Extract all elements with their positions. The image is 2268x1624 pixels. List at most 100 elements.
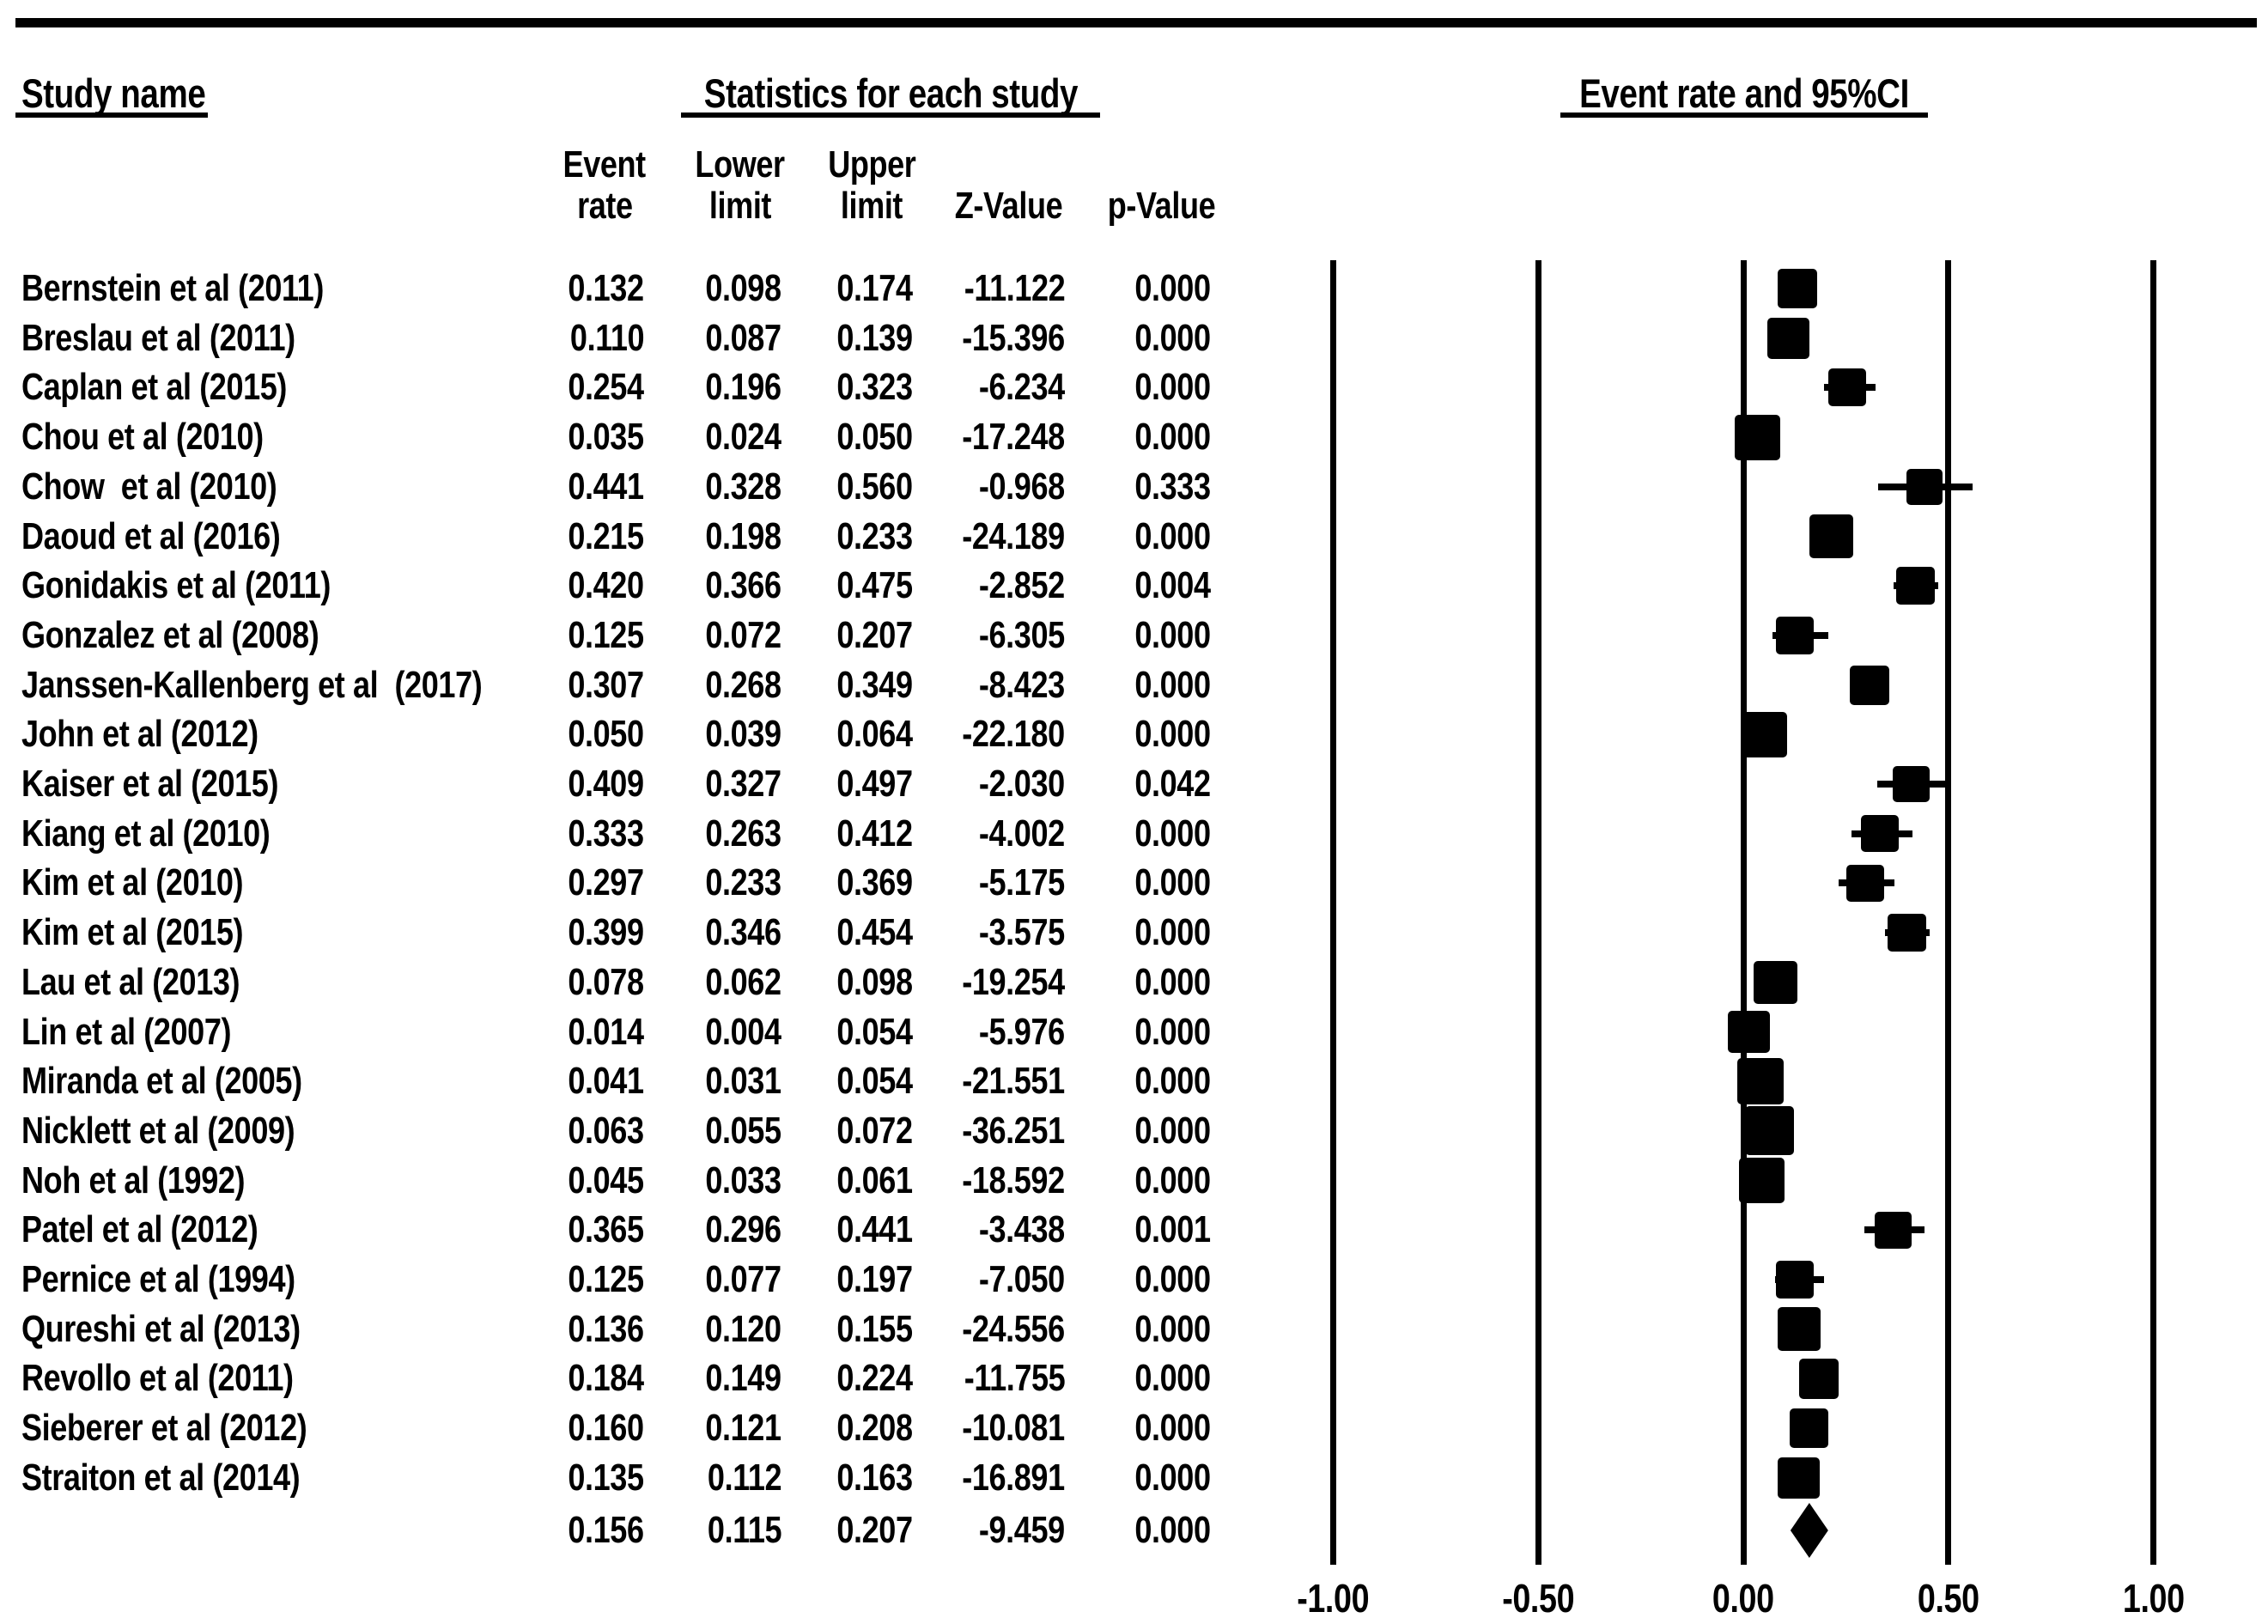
stat-lower-limit-text: 0.087 [705,317,782,359]
study-name-header: Study name [21,72,537,115]
effect-square [1735,414,1781,460]
stat-p-value-text: 0.000 [1134,961,1212,1003]
effect-square [1896,566,1935,605]
stat-upper-limit: 0.050 [690,416,914,458]
stat-lower-limit-text: 0.327 [705,763,782,805]
stat-z-value: -9.459 [842,1510,1065,1551]
stat-upper-limit-text: 0.050 [836,416,914,458]
x-axis-tick-label-text: 1.00 [2122,1576,2185,1621]
stat-lower-limit: 0.327 [558,763,782,805]
stat-event-rate: 0.035 [421,416,645,458]
stat-p-value: 0.000 [988,961,1212,1003]
stat-p-value: 0.000 [988,1510,1212,1551]
study-name-label-text: Chou et al (2010) [21,416,264,458]
stat-event-rate: 0.110 [421,317,645,359]
x-axis-tick-label-text: -1.00 [1297,1576,1370,1621]
study-name-label-text: Sieberer et al (2012) [21,1407,307,1449]
stat-upper-limit-text: 0.207 [836,1509,914,1551]
plot-section-header-label: Event rate and 95%CI [1579,70,1909,116]
study-name-label-text: Qureshi et al (2013) [21,1308,301,1350]
effect-square [1744,1106,1794,1156]
stat-z-value: -15.396 [842,318,1065,359]
stat-p-value: 0.000 [988,615,1212,656]
stat-event-rate-text: 0.441 [568,465,645,508]
stat-p-value: 0.000 [988,1309,1212,1350]
stat-upper-limit-text: 0.098 [836,961,914,1003]
stat-upper-limit-text: 0.072 [836,1110,914,1152]
study-name-label: Kaiser et al (2015) [21,763,571,805]
stat-event-rate-text: 0.078 [568,961,645,1003]
stat-z-value: -8.423 [842,665,1065,706]
study-name-underline [15,113,208,118]
stat-upper-limit-text: 0.054 [836,1011,914,1053]
stat-upper-limit-text: 0.054 [836,1060,914,1102]
stat-lower-limit-text: 0.112 [707,1457,782,1499]
effect-square [1892,765,1930,803]
effect-square [1775,1260,1814,1299]
stat-event-rate-text: 0.125 [568,1258,645,1300]
plot-section-underline [1560,113,1928,118]
stat-z-value-text: -9.459 [979,1509,1065,1551]
stat-p-value-text: 0.000 [1134,267,1212,309]
stat-event-rate-text: 0.160 [568,1407,645,1449]
stat-p-value-text: 0.333 [1134,465,1212,508]
stat-event-rate: 0.041 [421,1061,645,1102]
stat-upper-limit: 0.054 [690,1060,914,1102]
stat-event-rate-text: 0.050 [568,713,645,755]
stat-upper-limit: 0.155 [690,1309,914,1350]
stat-z-value-text: -7.050 [979,1258,1065,1300]
stat-p-value: 0.000 [988,1110,1212,1152]
stat-z-value: -22.180 [842,714,1065,755]
effect-square [1736,1058,1784,1105]
effect-square [1767,317,1809,359]
stat-upper-limit: 0.208 [690,1408,914,1449]
effect-square [1789,1408,1829,1448]
stat-event-rate-text: 0.110 [569,317,645,359]
stat-event-rate-text: 0.035 [568,416,645,458]
effect-square [1888,913,1926,952]
stat-z-value-text: -24.189 [962,515,1065,557]
stat-p-value: 0.000 [988,1407,1212,1449]
stat-upper-limit: 0.475 [690,565,914,606]
stat-z-value-text: -8.423 [979,664,1065,706]
stat-event-rate-text: 0.135 [568,1457,645,1499]
stat-event-rate-text: 0.045 [568,1159,645,1201]
stat-event-rate: 0.014 [421,1012,645,1053]
stat-upper-limit: 0.560 [690,466,914,508]
stat-col-header-line1: Upper [760,144,983,186]
stat-event-rate: 0.333 [421,813,645,855]
study-name-label: Qureshi et al (2013) [21,1309,571,1350]
study-name-label: Kim et al (2015) [21,912,571,953]
stat-upper-limit: 0.349 [690,665,914,706]
stat-z-value: -11.122 [842,268,1065,309]
stat-z-value-text: -17.248 [962,416,1065,458]
stat-event-rate: 0.254 [421,367,645,408]
study-name-label: Nicklett et al (2009) [21,1110,571,1152]
stat-col-header-line1: Event [493,144,716,186]
stats-section-header-label: Statistics for each study [703,70,1078,116]
stat-lower-limit: 0.033 [558,1160,782,1201]
effect-square [1809,514,1854,558]
stat-lower-limit: 0.087 [558,317,782,359]
stat-p-value-text: 0.000 [1134,1407,1212,1449]
effect-square [1741,711,1787,757]
stat-lower-limit: 0.120 [558,1309,782,1350]
plot-gridline [2150,260,2156,1565]
study-name-label: Gonidakis et al (2011) [21,565,571,606]
stat-upper-limit: 0.207 [690,615,914,656]
study-name-label: Straiton et al (2014) [21,1457,571,1499]
stat-event-rate: 0.399 [421,912,645,953]
study-name-label-text: Daoud et al (2016) [21,515,281,557]
stat-p-value-text: 0.000 [1134,1258,1212,1300]
study-name-label: Kim et al (2010) [21,862,571,903]
stat-lower-limit: 0.149 [558,1358,782,1399]
stat-lower-limit-text: 0.055 [705,1110,782,1152]
stat-col-header-line1-text: Upper [827,143,916,186]
stat-z-value-text: -0.968 [979,465,1065,508]
stat-event-rate-text: 0.063 [568,1110,645,1152]
stat-z-value: -4.002 [842,813,1065,855]
stat-lower-limit: 0.062 [558,962,782,1003]
stat-event-rate: 0.184 [421,1358,645,1399]
stat-col-header-line1-text: Event [562,143,647,186]
study-name-label: Lin et al (2007) [21,1012,571,1053]
